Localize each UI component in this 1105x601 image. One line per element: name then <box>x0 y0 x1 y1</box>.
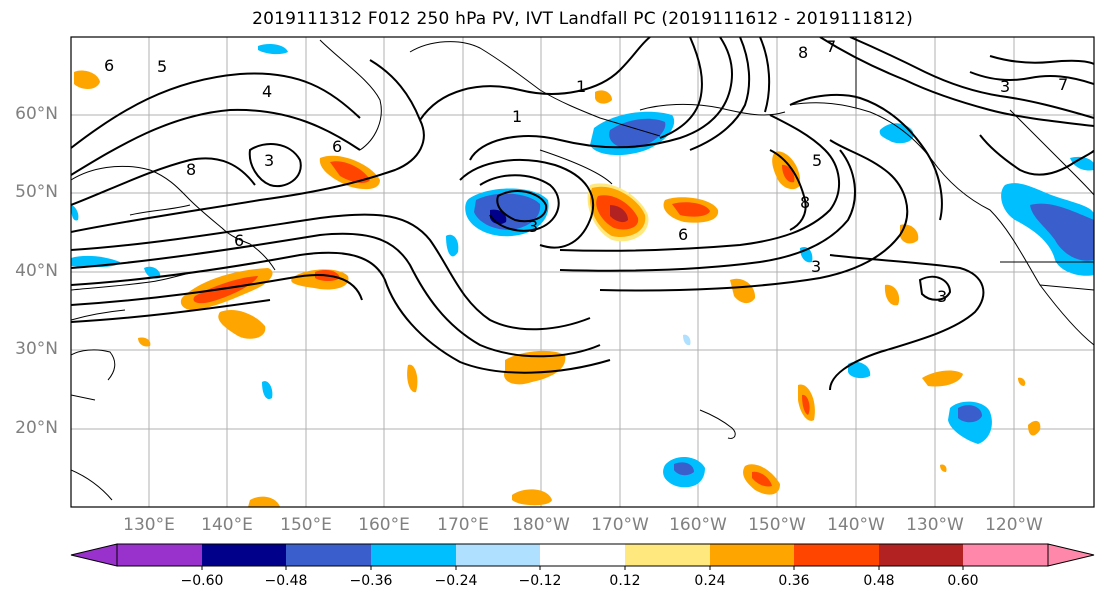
lon-tick-label: 150°W <box>748 515 806 535</box>
colorbar-tick-label: −0.36 <box>349 573 393 589</box>
contour-label: 3 <box>1000 77 1010 96</box>
colorbar <box>70 543 1095 570</box>
lat-tick-label: 20°N <box>15 418 58 438</box>
colorbar-segment <box>710 544 794 566</box>
lon-tick-label: 130°E <box>123 515 175 535</box>
contour-label: 6 <box>332 137 342 156</box>
colorbar-segment <box>371 544 456 566</box>
contour-label: 6 <box>678 225 688 244</box>
colorbar-segment <box>117 544 202 566</box>
lat-tick-label: 30°N <box>15 339 58 359</box>
lon-tick-label: 170°W <box>591 515 649 535</box>
lon-tick-label: 140°W <box>827 515 885 535</box>
lon-tick-label: 170°E <box>437 515 489 535</box>
lon-tick-label: 140°E <box>201 515 253 535</box>
colorbar-tick-label: 0.48 <box>863 573 895 589</box>
lon-tick-label: 120°W <box>985 515 1043 535</box>
lat-tick-label: 50°N <box>15 182 58 202</box>
contour-label: 8 <box>800 193 810 212</box>
colorbar-extend-high <box>1047 543 1095 567</box>
lon-tick-label: 130°W <box>906 515 964 535</box>
contour-label: 1 <box>512 107 522 126</box>
contour-label: 7 <box>1058 75 1068 94</box>
contour-label: 5 <box>812 151 822 170</box>
colorbar-tick-label: −0.48 <box>264 573 308 589</box>
colorbar-tick-label: 0.60 <box>947 573 979 589</box>
lat-tick-label: 60°N <box>15 104 58 124</box>
contour-label: 5 <box>157 57 167 76</box>
colorbar-segment <box>963 544 1048 566</box>
ivt-positive-shading <box>74 70 1041 507</box>
colorbar-segment <box>202 544 286 566</box>
colorbar-extend-low <box>70 543 118 567</box>
colorbar-segment <box>879 544 963 566</box>
contour-label: 8 <box>186 160 196 179</box>
colorbar-tick-label: 0.24 <box>694 573 726 589</box>
colorbar-tick-label: −0.24 <box>434 573 478 589</box>
colorbar-tick-label: −0.12 <box>518 573 562 589</box>
colorbar-tick-label: 0.36 <box>778 573 810 589</box>
contour-label: 4 <box>262 82 272 101</box>
map-title: 2019111312 F012 250 hPa PV, IVT Landfall… <box>252 9 913 29</box>
colorbar-segment <box>625 544 710 566</box>
lon-tick-label: 160°E <box>358 515 410 535</box>
colorbar-segment <box>794 544 879 566</box>
colorbar-segment <box>540 544 625 566</box>
colorbar-outline <box>116 543 1049 567</box>
contour-label: 3 <box>811 257 821 276</box>
colorbar-ticks <box>201 566 964 570</box>
colorbar-tick-label: −0.60 <box>180 573 224 589</box>
colorbar-tick-label: 0.12 <box>609 573 641 589</box>
map-frame <box>70 36 1095 508</box>
lat-tick-label: 40°N <box>15 261 58 281</box>
contour-label: 7 <box>826 37 836 56</box>
contour-labels: 6 5 4 8 3 1 8 7 7 6 3 6 1 3 6 8 5 3 3 <box>104 37 1068 306</box>
contour-label: 8 <box>798 43 808 62</box>
lon-tick-label: 150°E <box>280 515 332 535</box>
contour-label: 6 <box>234 231 244 250</box>
lon-tick-label: 180°W <box>512 515 570 535</box>
contour-label: 1 <box>576 77 586 96</box>
contour-label: 3 <box>264 151 274 170</box>
contour-label: 6 <box>104 56 114 75</box>
contour-label: 3 <box>937 287 947 306</box>
colorbar-segment <box>456 544 540 566</box>
lon-tick-label: 160°W <box>669 515 727 535</box>
contour-label: 3 <box>528 217 538 236</box>
colorbar-segment <box>286 544 371 566</box>
pv-contours <box>71 37 1094 391</box>
